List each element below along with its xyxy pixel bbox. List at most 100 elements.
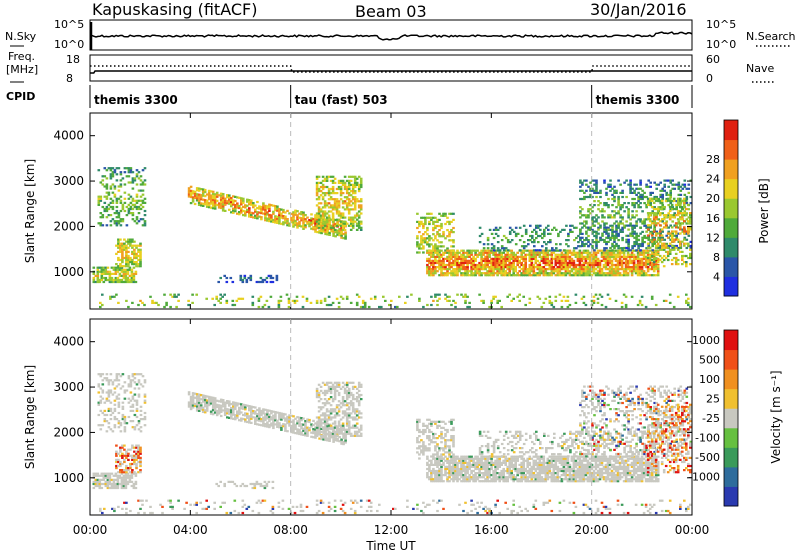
power-cell (211, 207, 215, 210)
power-cell (351, 185, 355, 189)
power-cell (648, 274, 652, 277)
power-cell (543, 241, 546, 244)
power-cell (317, 196, 321, 199)
power-cell (689, 305, 692, 309)
velocity-cell (124, 476, 128, 479)
power-cell (560, 261, 564, 265)
power-cell (664, 222, 668, 225)
power-cell (290, 212, 293, 215)
power-cell (432, 226, 435, 230)
velocity-cell (270, 416, 273, 419)
power-cell (550, 251, 554, 254)
power-cell (207, 198, 211, 201)
velocity-cell (139, 456, 142, 459)
power-cell (103, 201, 107, 204)
power-cell (644, 255, 648, 258)
power-cell (677, 183, 681, 186)
velocity-cell (125, 452, 128, 455)
power-cell (243, 276, 247, 280)
power-cell (676, 238, 680, 241)
power-cell (323, 210, 327, 213)
power-cell (96, 272, 100, 275)
power-cell (626, 251, 630, 254)
velocity-cell (109, 373, 113, 376)
power-cell (631, 204, 634, 207)
power-cell (466, 263, 469, 267)
colorbar-segment (724, 198, 738, 219)
power-cell (640, 274, 644, 277)
power-cell (631, 202, 634, 205)
power-cell (274, 215, 277, 218)
power-cell (641, 244, 644, 248)
power-cell (683, 205, 686, 209)
velocity-cell (278, 426, 281, 429)
power-cell (197, 195, 201, 198)
power-cell (593, 191, 596, 194)
power-cell (446, 259, 449, 262)
power-cell (679, 203, 682, 206)
power-cell (256, 215, 259, 218)
power-cell (528, 272, 532, 275)
power-cell (284, 217, 287, 220)
power-cell (486, 255, 489, 258)
colorbar-segment (724, 178, 738, 199)
power-cell (597, 191, 600, 194)
power-cell (609, 214, 612, 217)
power-cell (638, 261, 642, 265)
power-cell (604, 261, 608, 265)
power-cell (353, 204, 357, 207)
power-cell (340, 236, 343, 239)
velocity-cell (102, 478, 106, 481)
power-cell (639, 187, 642, 190)
power-cell (321, 175, 325, 178)
velocity-cell (106, 484, 110, 488)
power-cell (673, 187, 676, 190)
velocity-cell (135, 409, 139, 412)
power-cell (448, 220, 451, 223)
velocity-cell (113, 391, 117, 394)
velocity-cell (244, 408, 247, 411)
power-cell (666, 252, 670, 255)
power-cell (542, 268, 546, 271)
velocity-cell (92, 482, 96, 486)
power-cell (127, 263, 130, 266)
power-cell (119, 218, 123, 221)
power-cell (452, 253, 455, 256)
power-cell (430, 263, 433, 267)
velocity-cell (284, 417, 287, 420)
power-cell (215, 203, 219, 207)
power-cell (619, 214, 622, 217)
velocity-cell (264, 414, 267, 417)
velocity-cell (282, 412, 285, 416)
velocity-cell (119, 460, 122, 464)
power-cell (629, 249, 632, 252)
power-cell (133, 203, 137, 206)
power-cell (556, 266, 560, 269)
power-cell (128, 274, 132, 277)
power-cell (240, 197, 243, 200)
power-cell (685, 230, 688, 233)
power-cell (633, 197, 636, 201)
power-cell (482, 251, 485, 254)
velocity-cell (133, 446, 136, 449)
velocity-cell (223, 411, 227, 414)
velocity-cell (134, 486, 138, 490)
power-cell (659, 228, 662, 231)
power-cell (317, 214, 321, 217)
power-cell (270, 204, 273, 207)
power-cell (470, 259, 473, 262)
velocity-cell (108, 478, 112, 481)
power-cell (321, 196, 325, 199)
power-cell (343, 187, 347, 191)
power-cell (528, 255, 532, 258)
power-cell (337, 202, 341, 205)
velocity-cell (246, 416, 249, 419)
power-cell (595, 181, 598, 184)
power-cell (432, 259, 435, 262)
velocity-cell (211, 402, 215, 406)
power-cell (611, 224, 614, 227)
power-cell (666, 250, 670, 253)
velocity-cell (187, 403, 191, 406)
power-cell (595, 244, 598, 248)
velocity-cell (205, 407, 209, 410)
